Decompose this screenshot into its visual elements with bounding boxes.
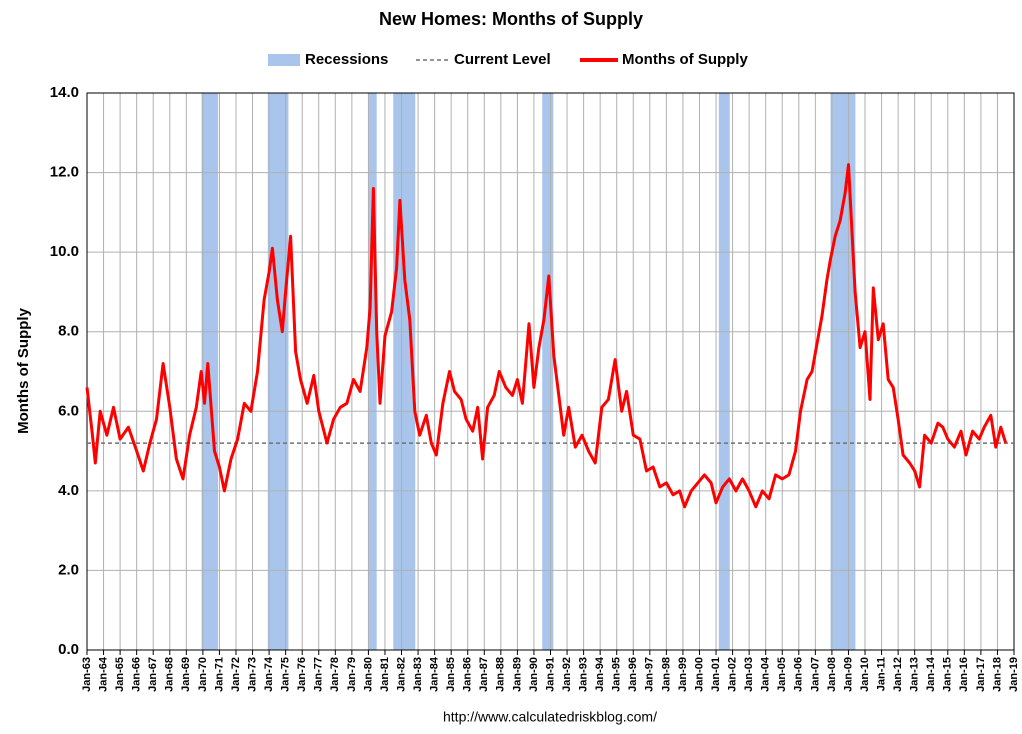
legend-label: Recessions <box>305 51 388 68</box>
recession-band <box>368 93 377 650</box>
x-tick-label: Jan-86 <box>462 657 474 692</box>
x-tick-label: Jan-06 <box>793 657 805 692</box>
x-tick-label: Jan-92 <box>561 657 573 692</box>
x-tick-label: Jan-00 <box>693 657 705 692</box>
recession-band <box>267 93 289 650</box>
legend-label: Current Level <box>454 51 551 68</box>
x-tick-label: Jan-14 <box>925 656 937 692</box>
legend-swatch-recessions <box>268 54 300 66</box>
x-tick-label: Jan-95 <box>611 657 623 692</box>
x-tick-label: Jan-11 <box>875 657 887 691</box>
x-tick-label: Jan-70 <box>197 657 209 692</box>
x-tick-label: Jan-13 <box>909 657 921 692</box>
x-tick-label: Jan-04 <box>760 656 772 692</box>
x-tick-label: Jan-10 <box>859 657 871 692</box>
x-tick-label: Jan-98 <box>660 657 672 692</box>
x-tick-label: Jan-12 <box>892 657 904 692</box>
x-tick-label: Jan-87 <box>478 657 490 692</box>
x-tick-label: Jan-68 <box>164 657 176 692</box>
x-tick-label: Jan-74 <box>263 656 275 692</box>
recession-band <box>830 93 856 650</box>
x-tick-label: Jan-17 <box>975 657 987 692</box>
y-tick-label: 0.0 <box>58 641 79 658</box>
x-tick-label: Jan-66 <box>131 657 143 692</box>
x-tick-label: Jan-96 <box>627 657 639 692</box>
x-tick-label: Jan-63 <box>81 657 93 692</box>
x-tick-label: Jan-77 <box>313 657 325 692</box>
x-tick-label: Jan-07 <box>809 657 821 692</box>
y-tick-label: 10.0 <box>50 243 79 260</box>
x-tick-label: Jan-69 <box>180 657 192 692</box>
y-tick-label: 14.0 <box>50 84 79 101</box>
x-tick-label: Jan-09 <box>842 657 854 692</box>
source-note: http://www.calculatedriskblog.com/ <box>443 709 657 725</box>
recession-band <box>718 93 730 650</box>
x-tick-label: Jan-65 <box>114 657 126 692</box>
plot-frame <box>86 92 1015 651</box>
x-tick-label: Jan-93 <box>578 657 590 692</box>
x-tick-label: Jan-88 <box>495 657 507 692</box>
y-tick-label: 12.0 <box>50 164 79 181</box>
x-tick-label: Jan-76 <box>296 657 308 692</box>
x-tick-label: Jan-05 <box>776 657 788 692</box>
x-tick-label: Jan-71 <box>213 657 225 692</box>
x-tick-label: Jan-91 <box>544 657 556 692</box>
y-tick-label: 6.0 <box>58 402 79 419</box>
x-tick-label: Jan-08 <box>826 657 838 692</box>
x-tick-label: Jan-19 <box>1008 657 1020 692</box>
x-tick-label: Jan-75 <box>280 657 292 692</box>
x-tick-label: Jan-01 <box>710 657 722 692</box>
recession-band <box>542 93 554 650</box>
x-tick-label: Jan-64 <box>97 656 109 692</box>
x-tick-label: Jan-16 <box>958 657 970 692</box>
x-tick-label: Jan-83 <box>412 657 424 692</box>
y-tick-label: 2.0 <box>58 561 79 578</box>
x-tick-label: Jan-15 <box>942 657 954 692</box>
x-tick-label: Jan-81 <box>379 657 391 692</box>
chart-title: New Homes: Months of Supply <box>379 9 643 29</box>
x-tick-label: Jan-03 <box>743 657 755 692</box>
x-tick-label: Jan-90 <box>528 657 540 692</box>
x-tick-label: Jan-78 <box>329 657 341 692</box>
x-tick-label: Jan-72 <box>230 657 242 692</box>
x-tick-label: Jan-84 <box>429 656 441 692</box>
x-tick-label: Jan-94 <box>594 656 606 692</box>
x-tick-label: Jan-18 <box>991 657 1003 692</box>
y-axis-title: Months of Supply <box>15 307 32 433</box>
x-tick-label: Jan-85 <box>445 657 457 692</box>
x-tick-label: Jan-73 <box>246 657 258 692</box>
x-tick-label: Jan-67 <box>147 657 159 692</box>
legend-label: Months of Supply <box>622 51 748 68</box>
x-tick-label: Jan-02 <box>726 657 738 692</box>
x-tick-label: Jan-97 <box>644 657 656 692</box>
x-tick-label: Jan-99 <box>677 657 689 692</box>
x-tick-label: Jan-80 <box>362 657 374 692</box>
x-tick-label: Jan-89 <box>511 657 523 692</box>
y-tick-label: 4.0 <box>58 482 79 499</box>
series-line <box>85 163 1008 509</box>
x-tick-label: Jan-79 <box>346 657 358 692</box>
y-tick-label: 8.0 <box>58 323 79 340</box>
x-tick-label: Jan-82 <box>395 657 407 692</box>
